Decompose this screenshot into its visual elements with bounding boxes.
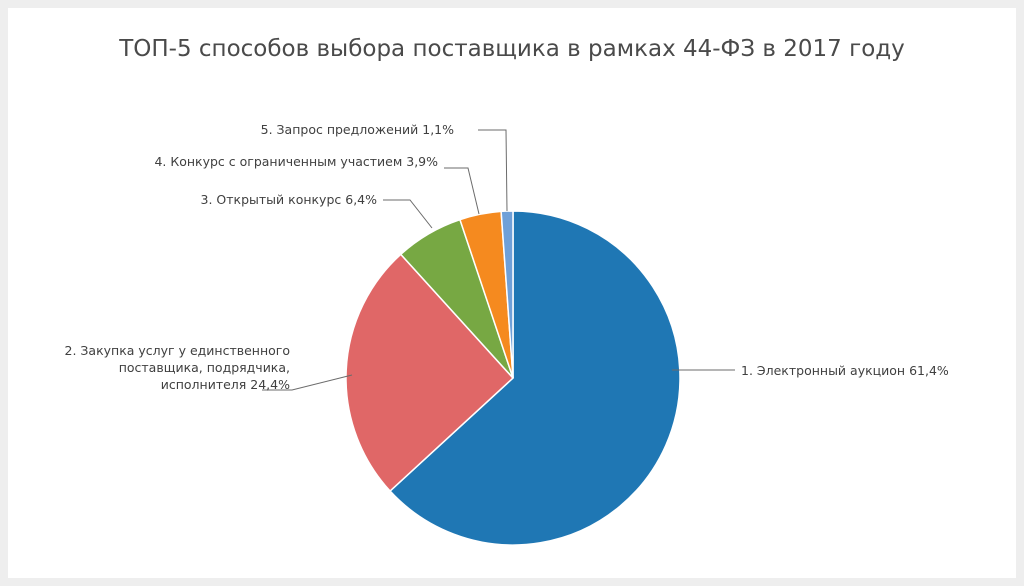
chart-title: ТОП-5 способов выбора поставщика в рамка…	[119, 36, 905, 62]
slice-label-5: 5. Запрос предложений 1,1%	[261, 122, 454, 137]
slice-label-2: 2. Закупка услуг у единственного поставщи…	[65, 343, 291, 392]
leader-line-4	[444, 167, 480, 215]
slice-label-line: поставщика, подрядчика,	[119, 360, 290, 375]
slice-label-line: 5. Запрос предложений 1,1%	[261, 122, 454, 137]
slice-label-line: 2. Закупка услуг у единственного	[65, 343, 291, 358]
pie-slice-2	[345, 253, 515, 493]
slice-label-line: 1. Электронный аукцион 61,4%	[741, 363, 949, 378]
pie-slice-5	[500, 210, 514, 379]
slice-label-3: 3. Открытый конкурс 6,4%	[201, 192, 378, 207]
slice-label-4: 4. Конкурс с ограниченным участием 3,9%	[154, 154, 438, 169]
slice-label-line: 3. Открытый конкурс 6,4%	[201, 192, 378, 207]
leader-line-5	[478, 129, 508, 212]
leader-line-3	[383, 199, 433, 229]
slice-label-line: исполнителя 24,4%	[161, 377, 290, 392]
pie-slice-1	[388, 210, 681, 546]
slice-label-1: 1. Электронный аукцион 61,4%	[741, 363, 949, 378]
slice-label-line: 4. Конкурс с ограниченным участием 3,9%	[154, 154, 438, 169]
leader-line-2	[262, 374, 353, 391]
